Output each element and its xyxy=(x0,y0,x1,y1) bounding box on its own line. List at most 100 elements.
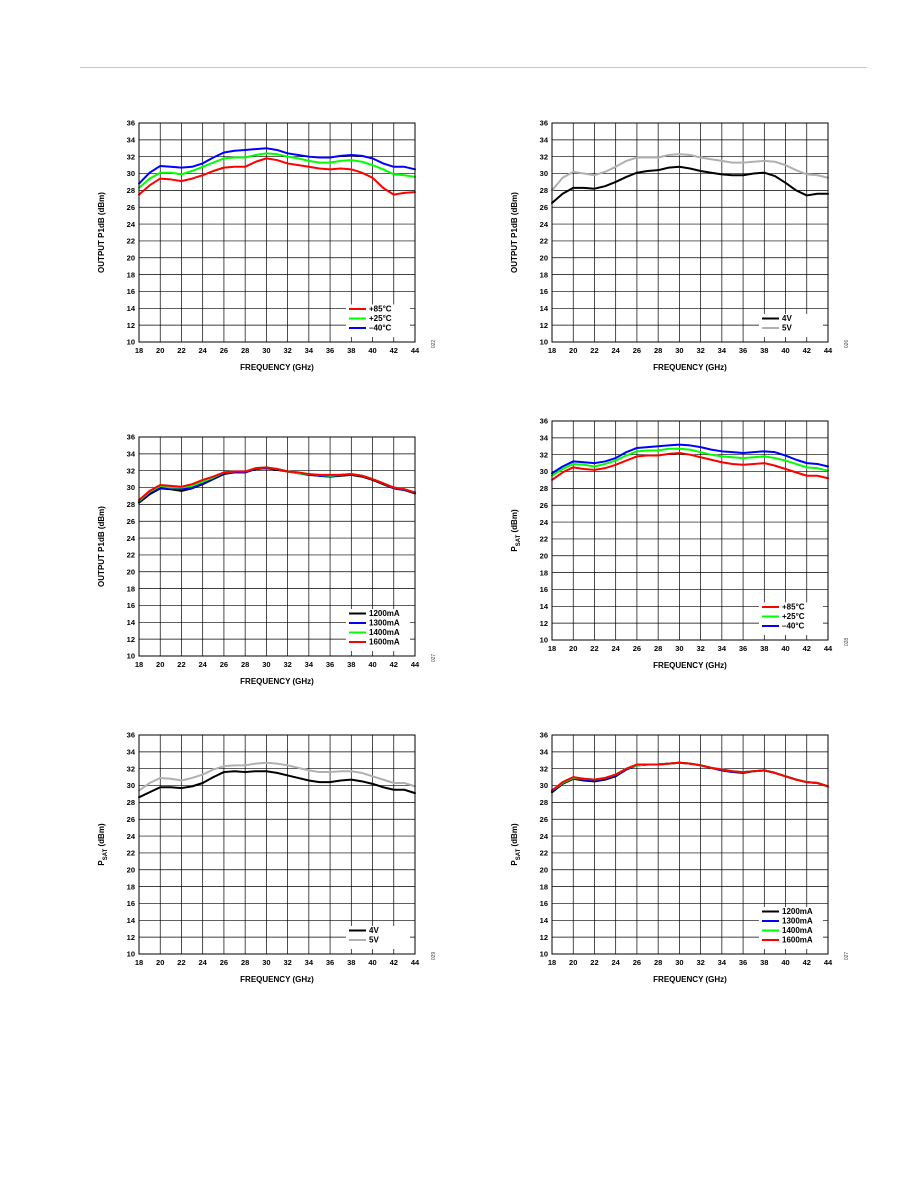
x-tick-label: 18 xyxy=(548,958,556,967)
x-tick-label: 36 xyxy=(739,958,747,967)
y-tick-label: 12 xyxy=(540,933,548,942)
y-tick-label: 30 xyxy=(540,467,548,476)
y-tick-label: 18 xyxy=(540,270,548,279)
y-axis-label: OUTPUT P1dB (dBm) xyxy=(97,192,106,273)
x-tick-label: 18 xyxy=(548,346,556,355)
y-tick-label: 16 xyxy=(127,899,135,908)
x-tick-label: 32 xyxy=(696,958,704,967)
x-tick-label: 22 xyxy=(590,644,598,653)
x-tick-label: 26 xyxy=(633,644,641,653)
legend-entry: 1200mA xyxy=(369,609,400,618)
x-tick-label: 32 xyxy=(696,644,704,653)
x-tick-label: 42 xyxy=(803,644,811,653)
y-tick-label: 28 xyxy=(540,484,548,493)
series-line-4v xyxy=(138,770,416,799)
plot-frame xyxy=(138,734,416,955)
y-tick-label: 28 xyxy=(127,500,135,509)
y-tick-label: 34 xyxy=(127,748,136,757)
x-tick-label: 32 xyxy=(283,660,291,669)
series-line-4v xyxy=(551,165,829,205)
x-tick-label: 36 xyxy=(326,958,334,967)
y-tick-label: 32 xyxy=(127,764,135,773)
legend-box xyxy=(346,609,410,651)
x-tick-label: 20 xyxy=(156,958,164,967)
chart-psat-temperature: 10 12 14 16 18 20 22 24 26 28 30 32 34 36 18 20 22 24 26 28… xyxy=(510,417,850,670)
y-axis-label: PSAT (dBm) xyxy=(510,509,522,552)
y-tick-label: 24 xyxy=(540,832,549,841)
legend-box xyxy=(346,926,410,949)
y-tick-label: 18 xyxy=(127,584,135,593)
series-line-5v xyxy=(551,153,829,192)
x-tick-label: 32 xyxy=(283,958,291,967)
x-tick-label: 32 xyxy=(696,346,704,355)
y-tick-label: 30 xyxy=(127,169,135,178)
plot-frame xyxy=(138,122,416,343)
x-tick-label: 28 xyxy=(654,346,662,355)
x-tick-label: 42 xyxy=(390,958,398,967)
legend-entry: 4V xyxy=(782,314,792,323)
legend-entry: +85°C xyxy=(782,603,805,612)
x-tick-label: 24 xyxy=(199,346,208,355)
y-tick-label: 10 xyxy=(127,652,135,661)
x-tick-label: 40 xyxy=(781,346,789,355)
x-tick-label: 30 xyxy=(675,644,683,653)
x-tick-label: 26 xyxy=(220,346,228,355)
x-tick-label: 30 xyxy=(262,346,270,355)
legend: +85°C+25°C–40°C xyxy=(346,304,410,337)
x-tick-label: 34 xyxy=(305,958,314,967)
y-tick-label: 12 xyxy=(127,321,135,330)
x-axis-label: FREQUENCY (GHz) xyxy=(653,661,727,670)
legend-entry: 5V xyxy=(369,936,379,945)
x-axis-label: FREQUENCY (GHz) xyxy=(240,677,314,686)
y-axis-label: OUTPUT P1dB (dBm) xyxy=(510,192,519,273)
series-line-25c xyxy=(551,447,829,477)
series-line-1600ma xyxy=(551,761,829,792)
y-tick-label: 28 xyxy=(540,186,548,195)
x-tick-label: 40 xyxy=(368,660,376,669)
y-tick-label: 14 xyxy=(127,618,136,627)
legend-entry: +85°C xyxy=(369,305,392,314)
x-tick-label: 24 xyxy=(612,346,621,355)
x-tick-label: 28 xyxy=(654,958,662,967)
x-tick-label: 38 xyxy=(760,958,768,967)
y-tick-label: 24 xyxy=(127,220,136,229)
x-tick-label: 38 xyxy=(347,660,355,669)
y-tick-label: 22 xyxy=(540,535,548,544)
x-tick-label: 24 xyxy=(199,660,208,669)
x-tick-label: 34 xyxy=(718,958,727,967)
x-tick-label: 24 xyxy=(612,958,621,967)
y-tick-label: 18 xyxy=(127,882,135,891)
x-tick-label: 34 xyxy=(305,660,314,669)
series-line-5v xyxy=(138,761,416,792)
x-tick-label: 30 xyxy=(675,346,683,355)
y-tick-label: 12 xyxy=(127,635,135,644)
chart-psat-supply-voltage: 10 12 14 16 18 20 22 24 26 28 30 32 34 36 18 20 22 24 26 28… xyxy=(97,731,437,984)
legend-entry: 1400mA xyxy=(369,628,400,637)
x-axis-label: FREQUENCY (GHz) xyxy=(240,975,314,984)
y-tick-label: 26 xyxy=(540,501,548,510)
y-tick-label: 36 xyxy=(540,731,548,740)
y-tick-label: 22 xyxy=(127,237,135,246)
legend-entry: 1600mA xyxy=(782,936,813,945)
x-tick-label: 34 xyxy=(718,346,727,355)
y-tick-label: 16 xyxy=(127,287,135,296)
y-tick-label: 10 xyxy=(540,950,548,959)
y-tick-label: 30 xyxy=(127,483,135,492)
x-tick-label: 44 xyxy=(824,346,833,355)
y-tick-label: 18 xyxy=(127,270,135,279)
x-tick-label: 22 xyxy=(177,958,185,967)
y-tick-label: 20 xyxy=(127,567,135,576)
x-tick-label: 28 xyxy=(241,958,249,967)
y-tick-label: 10 xyxy=(540,636,548,645)
y-tick-label: 36 xyxy=(127,731,135,740)
series-line-40c xyxy=(138,147,416,185)
x-tick-label: 26 xyxy=(633,346,641,355)
y-tick-label: 10 xyxy=(127,950,135,959)
x-tick-label: 20 xyxy=(569,346,577,355)
x-tick-label: 30 xyxy=(675,958,683,967)
x-tick-label: 18 xyxy=(135,346,143,355)
header-rule xyxy=(80,67,867,68)
x-tick-label: 24 xyxy=(612,644,621,653)
